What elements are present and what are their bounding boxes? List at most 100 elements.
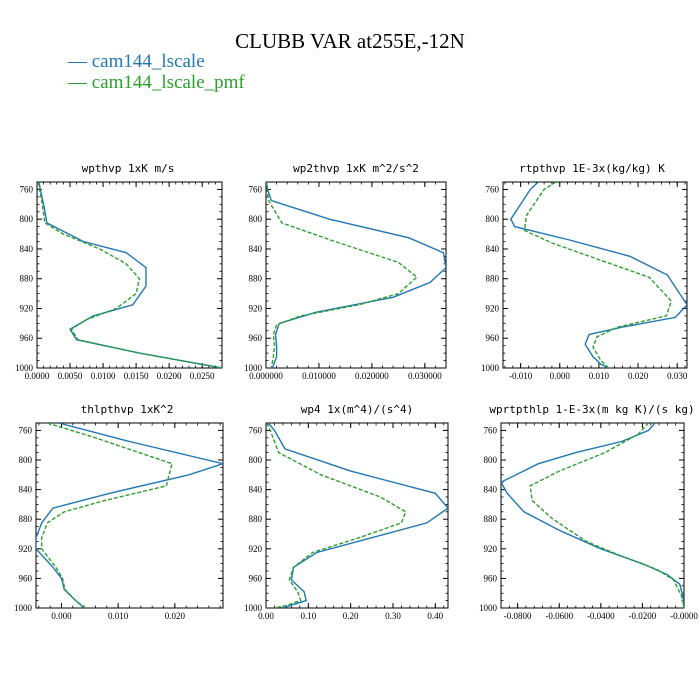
wprtpthlp-series-lscale bbox=[501, 423, 684, 608]
legend: — cam144_lscale — cam144_lscale_pmf bbox=[67, 51, 245, 93]
wp2thvp-x-tick-label: 0.000000 bbox=[249, 371, 283, 381]
wprtpthlp-y-tick-label: 960 bbox=[484, 573, 498, 583]
thlpthvp-x-tick-label: 0.000 bbox=[51, 611, 72, 621]
panel-wpthvp: wpthvp 1xK m/s 76080084088092096010000.0… bbox=[15, 162, 223, 381]
wpthvp-y-tick-label: 760 bbox=[20, 184, 34, 194]
rtpthvp-x-tick-label: -0.010 bbox=[509, 371, 533, 381]
wp4-y-tick-label: 1000 bbox=[244, 603, 263, 613]
panel-rtpthvp: rtpthvp 1E-3x(kg/kg) K 760 800 840 880 920 96… bbox=[481, 162, 688, 381]
thlpthvp-y-tick-label: 920 bbox=[19, 544, 33, 554]
wprtpthlp-x-tick-label: -0.0200 bbox=[629, 611, 657, 621]
wpthvp-series-lscale bbox=[38, 182, 222, 368]
rtpthvp-x-tick-label: 0.000 bbox=[550, 371, 571, 381]
wp4-y-tick-label: 800 bbox=[249, 455, 263, 465]
wp2thvp-y-tick-label: 1000 bbox=[244, 363, 263, 373]
panel-wprtpthlp: wprtpthlp 1-E-3x(m kg K)/(s kg) 760 800 84… bbox=[479, 403, 698, 621]
wp4-plot-frame bbox=[265, 422, 449, 609]
panel-title-wprtpthlp: wprtpthlp 1-E-3x(m kg K)/(s kg) bbox=[489, 403, 694, 416]
wpthvp-y-tick-label: 880 bbox=[20, 274, 34, 284]
wpthvp-series-lscale-pmf bbox=[37, 182, 222, 368]
wp2thvp-y-tick-label: 760 bbox=[249, 184, 263, 194]
rtpthvp-y-tick-label: 1000 bbox=[481, 363, 500, 373]
wp2thvp-series-lscale bbox=[266, 182, 446, 368]
wp4-x-tick-label: 0.40 bbox=[427, 611, 443, 621]
wp2thvp-x-tick-label: 0.030000 bbox=[408, 371, 442, 381]
legend-item-2: — cam144_lscale_pmf bbox=[67, 72, 245, 93]
thlpthvp-y-tick-label: 840 bbox=[19, 485, 33, 495]
rtpthvp-y-tick-label: 920 bbox=[486, 303, 500, 313]
panel-title-wpthvp: wpthvp 1xK m/s bbox=[82, 162, 175, 175]
thlpthvp-y-tick-label: 880 bbox=[19, 514, 33, 524]
thlpthvp-plot-frame bbox=[35, 422, 224, 609]
wprtpthlp-y-tick-label: 920 bbox=[484, 544, 498, 554]
wpthvp-y-tick-label: 1000 bbox=[15, 363, 34, 373]
wp4-series-lscale bbox=[267, 423, 448, 608]
wp4-y-tick-label: 760 bbox=[249, 425, 263, 435]
wp4-y-tick-label: 880 bbox=[249, 514, 263, 524]
rtpthvp-x-tick-label: 0.010 bbox=[589, 371, 610, 381]
wpthvp-y-tick-label: 920 bbox=[20, 303, 34, 313]
panel-thlpthvp: thlpthvp 1xK^2 760 800 840 880 920 960 1000 0.0… bbox=[14, 403, 224, 621]
wp4-x-tick-label: 0.20 bbox=[343, 611, 359, 621]
wprtpthlp-series-lscale-pmf bbox=[529, 423, 684, 608]
wpthvp-x-tick-label: 0.0250 bbox=[190, 371, 215, 381]
wp2thvp-y-tick-label: 960 bbox=[249, 333, 263, 343]
wp2thvp-series-lscale-pmf bbox=[266, 182, 418, 368]
rtpthvp-y-tick-label: 960 bbox=[486, 333, 500, 343]
legend-line-2: — bbox=[67, 72, 88, 93]
rtpthvp-series-lscale-pmf bbox=[523, 182, 673, 368]
rtpthvp-x-tick-label: 0.020 bbox=[628, 371, 649, 381]
wprtpthlp-y-tick-label: 800 bbox=[484, 455, 498, 465]
wprtpthlp-x-tick-label: -0.0800 bbox=[504, 611, 532, 621]
wp4-x-tick-label: 0.10 bbox=[300, 611, 316, 621]
thlpthvp-y-tick-label: 1000 bbox=[14, 603, 33, 613]
wpthvp-plot-frame bbox=[36, 181, 223, 369]
thlpthvp-x-tick-label: 0.010 bbox=[108, 611, 129, 621]
wprtpthlp-y-tick-label: 880 bbox=[484, 514, 498, 524]
thlpthvp-series-lscale bbox=[36, 423, 223, 608]
wp2thvp-y-tick-label: 800 bbox=[249, 214, 263, 224]
rtpthvp-y-tick-label: 760 bbox=[486, 184, 500, 194]
wprtpthlp-y-tick-label: 1000 bbox=[479, 603, 498, 613]
thlpthvp-y-tick-label: 960 bbox=[19, 573, 33, 583]
thlpthvp-x-tick-label: 0.020 bbox=[165, 611, 186, 621]
wpthvp-y-tick-label: 840 bbox=[20, 244, 34, 254]
figure-title: CLUBB VAR at255E,-12N bbox=[235, 29, 465, 53]
panel-title-wp2thvp: wp2thvp 1xK m^2/s^2 bbox=[293, 162, 419, 175]
rtpthvp-y-tick-label: 880 bbox=[486, 274, 500, 284]
wpthvp-x-tick-label: 0.0100 bbox=[91, 371, 116, 381]
panel-title-rtpthvp: rtpthvp 1E-3x(kg/kg) K bbox=[519, 162, 665, 175]
rtpthvp-y-tick-label: 800 bbox=[486, 214, 500, 224]
wp2thvp-x-tick-label: 0.010000 bbox=[302, 371, 336, 381]
thlpthvp-y-tick-label: 760 bbox=[19, 425, 33, 435]
rtpthvp-x-tick-label: 0.030 bbox=[667, 371, 688, 381]
panel-title-wp4: wp4 1x(m^4)/(s^4) bbox=[301, 403, 414, 416]
wpthvp-y-tick-label: 960 bbox=[20, 333, 34, 343]
legend-line-1: — bbox=[67, 51, 88, 72]
wp4-y-tick-label: 960 bbox=[249, 573, 263, 583]
thlpthvp-y-tick-label: 800 bbox=[19, 455, 33, 465]
panel-wp4: wp4 1x(m^4)/(s^4) 760 800 840 880 920 960 1000… bbox=[244, 403, 449, 621]
wprtpthlp-y-tick-label: 840 bbox=[484, 485, 498, 495]
rtpthvp-y-tick-label: 840 bbox=[486, 244, 500, 254]
legend-item-1: — cam144_lscale bbox=[67, 51, 205, 72]
wp2thvp-y-tick-label: 840 bbox=[249, 244, 263, 254]
wpthvp-x-tick-label: 0.0150 bbox=[124, 371, 149, 381]
panel-title-thlpthvp: thlpthvp 1xK^2 bbox=[81, 403, 174, 416]
wprtpthlp-plot-frame bbox=[500, 422, 685, 609]
wp4-x-tick-label: 0.30 bbox=[385, 611, 401, 621]
wp4-series-lscale-pmf bbox=[266, 423, 407, 608]
wprtpthlp-y-tick-label: 760 bbox=[484, 425, 498, 435]
wp4-y-tick-label: 920 bbox=[249, 544, 263, 554]
wprtpthlp-x-tick-label: -0.0400 bbox=[587, 611, 615, 621]
wprtpthlp-x-tick-label: -0.0600 bbox=[545, 611, 573, 621]
rtpthvp-plot-frame bbox=[502, 181, 688, 369]
wprtpthlp-x-tick-label: -0.0000 bbox=[670, 611, 698, 621]
wp2thvp-y-tick-label: 920 bbox=[249, 303, 263, 313]
legend-label-2: cam144_lscale_pmf bbox=[92, 72, 246, 93]
wp2thvp-y-tick-label: 880 bbox=[249, 274, 263, 284]
wp4-y-tick-label: 840 bbox=[249, 485, 263, 495]
panel-wp2thvp: wp2thvp 1xK m^2/s^2 760 800 840 880 920 960 10… bbox=[244, 162, 447, 381]
thlpthvp-series-lscale-pmf bbox=[41, 423, 173, 608]
